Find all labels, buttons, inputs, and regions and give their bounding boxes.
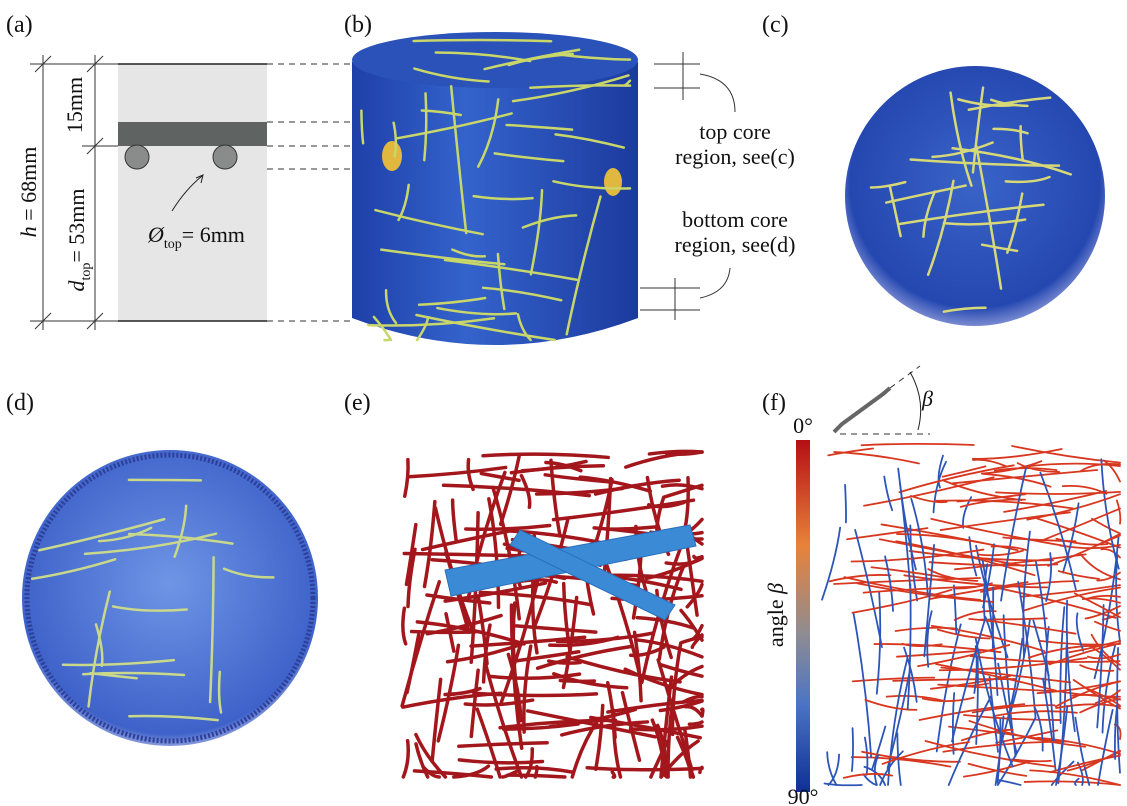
fiber <box>596 705 603 769</box>
dimension-label: h = 68mm <box>16 147 41 238</box>
fiber <box>607 527 656 529</box>
panel-label: (e) <box>344 390 371 416</box>
colorbar-title: angle β <box>763 583 788 647</box>
fiber <box>822 528 840 600</box>
fiber <box>694 556 702 558</box>
fiber <box>474 693 597 695</box>
fiber <box>1040 473 1075 590</box>
fiber <box>852 728 853 771</box>
fiber <box>551 460 560 536</box>
value-text: = 6mm <box>182 222 245 247</box>
fiber <box>407 635 419 693</box>
fiber <box>885 556 893 611</box>
fibers <box>822 444 1120 785</box>
dimension-label: 15mm <box>62 77 87 133</box>
fiber <box>490 674 580 678</box>
subscript: top <box>79 263 94 281</box>
fiber <box>444 485 590 495</box>
value-text: = 53mm <box>64 188 89 262</box>
fiber <box>657 497 664 529</box>
title-text: angle <box>763 599 788 647</box>
panel-label: (f) <box>762 390 786 416</box>
subscript: top <box>164 237 182 252</box>
fiber <box>954 585 956 633</box>
fiber <box>414 40 552 41</box>
fiber <box>483 454 608 457</box>
fiber <box>874 644 1000 652</box>
fiber <box>662 485 702 489</box>
fiber <box>453 500 456 539</box>
fiber <box>1059 571 1099 579</box>
fiber <box>700 767 702 772</box>
fiber <box>973 449 1062 459</box>
fiber <box>1117 500 1120 523</box>
fiber <box>384 338 390 340</box>
annotation: top core <box>699 119 770 144</box>
colorbar-label: 90° <box>788 784 819 806</box>
fiber <box>854 614 872 758</box>
symbol: β <box>763 583 788 595</box>
fiber <box>996 492 1120 494</box>
fiber <box>978 551 1023 556</box>
symbol: Ø <box>147 222 165 247</box>
fiber <box>689 722 702 724</box>
fiber <box>521 476 529 508</box>
fiber <box>587 768 702 770</box>
fiber <box>685 707 702 716</box>
annotation: region, see(c) <box>675 144 795 169</box>
fiber <box>129 480 201 481</box>
symbol: h <box>16 226 41 237</box>
fiber <box>949 696 991 785</box>
fiber <box>1092 519 1120 534</box>
top-core <box>845 66 1105 326</box>
fiber <box>554 500 694 519</box>
fiber <box>880 539 1024 566</box>
fiber <box>403 608 406 644</box>
fiber <box>425 502 435 587</box>
angle-symbol: β <box>921 386 933 411</box>
fiber <box>834 452 919 463</box>
colorbar <box>796 440 810 792</box>
fiber <box>403 741 408 777</box>
annotation: region, see(d) <box>675 232 796 257</box>
fiber <box>459 743 547 747</box>
panel-label: (a) <box>6 12 33 38</box>
fiber <box>496 768 572 772</box>
fiber <box>1056 704 1120 708</box>
fiber <box>1001 466 1026 600</box>
fiber <box>1060 607 1064 723</box>
value-text: = 68mm <box>16 147 41 221</box>
panel-label: (c) <box>762 12 789 38</box>
fiber <box>516 626 595 632</box>
fiber <box>973 460 1006 467</box>
fiber <box>560 680 594 681</box>
fiber <box>535 767 537 777</box>
angle-sketch <box>834 366 930 434</box>
dimension-label: dtop= 53mm <box>64 188 94 291</box>
fiber <box>845 485 846 523</box>
annotation: bottom core <box>682 207 788 232</box>
colorbar-label: 0° <box>793 413 813 438</box>
fiber <box>931 519 1068 547</box>
fiber <box>865 738 868 775</box>
fiber <box>635 632 641 700</box>
fiber <box>412 632 476 633</box>
fiber <box>884 477 892 511</box>
bottom-core <box>22 450 318 746</box>
panel-label: (d) <box>6 390 34 416</box>
specimen-render <box>352 32 735 345</box>
fiber <box>432 679 440 760</box>
fiber <box>855 530 882 647</box>
panel-label: (b) <box>344 12 372 38</box>
fiber <box>908 584 911 709</box>
fiber <box>861 444 973 445</box>
fiber <box>612 772 614 777</box>
figure: (a) (b) (c) (d) (e) (f) 15mm h = 68mm dt… <box>0 0 1127 806</box>
